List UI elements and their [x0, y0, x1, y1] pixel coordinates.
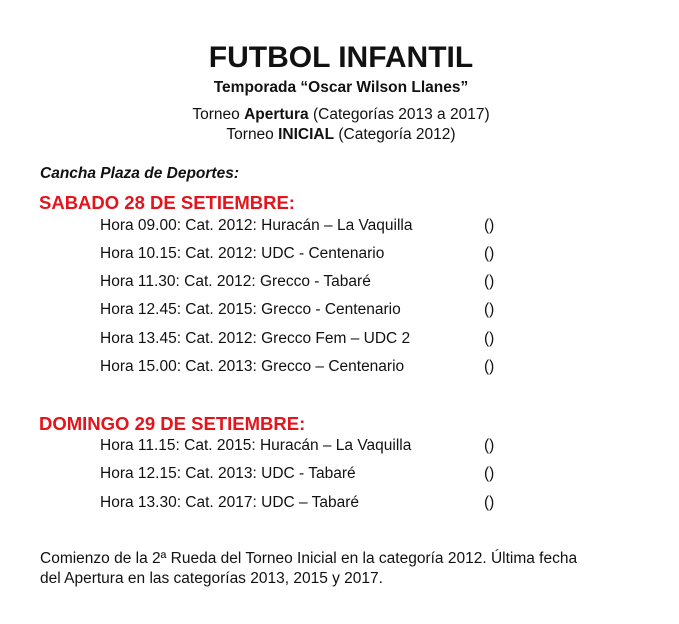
torneo-categories: (Categorías 2013 a 2017) — [308, 106, 490, 123]
match-row: Hora 09.00: Cat. 2012: Huracán – La Vaqu… — [100, 217, 413, 234]
match-score: () — [484, 245, 495, 262]
match-score: () — [484, 273, 495, 290]
day-heading-sunday: DOMINGO 29 DE SETIEMBRE: — [39, 413, 306, 434]
match-score: () — [484, 437, 495, 454]
match-row: Hora 11.30: Cat. 2012: Grecco - Tabaré — [100, 273, 371, 290]
torneo-categories: (Categoría 2012) — [334, 126, 456, 143]
footer-note-line-2: del Apertura en las categorías 2013, 201… — [40, 570, 383, 587]
match-row: Hora 10.15: Cat. 2012: UDC - Centenario — [100, 245, 385, 262]
match-row: Hora 11.15: Cat. 2015: Huracán – La Vaqu… — [100, 437, 412, 454]
match-row: Hora 15.00: Cat. 2013: Grecco – Centenar… — [100, 358, 405, 375]
match-row: Hora 13.30: Cat. 2017: UDC – Tabaré — [100, 494, 360, 511]
page-title: FUTBOL INFANTIL — [208, 41, 474, 74]
match-score: () — [484, 330, 495, 347]
torneo-prefix: Torneo — [192, 106, 245, 123]
match-row: Hora 13.45: Cat. 2012: Grecco Fem – UDC … — [100, 330, 411, 347]
torneo-name: Apertura — [244, 106, 309, 123]
torneo-prefix: Torneo — [226, 126, 279, 143]
match-score: () — [484, 465, 495, 482]
match-row: Hora 12.15: Cat. 2013: UDC - Tabaré — [100, 465, 356, 482]
torneo-name: INICIAL — [278, 126, 335, 143]
match-score: () — [484, 358, 495, 375]
match-row: Hora 12.45: Cat. 2015: Grecco - Centenar… — [100, 301, 401, 318]
torneo-inicial: Torneo INICIAL (Categoría 2012) — [0, 126, 679, 144]
venue-label: Cancha Plaza de Deportes: — [40, 165, 239, 182]
day-heading-saturday: SABADO 28 DE SETIEMBRE: — [39, 192, 295, 213]
torneo-apertura: Torneo Apertura (Categorías 2013 a 2017) — [0, 106, 679, 124]
match-score: () — [484, 494, 495, 511]
match-score: () — [484, 301, 495, 318]
season-subtitle: Temporada “Oscar Wilson Llanes” — [213, 79, 469, 96]
match-score: () — [484, 217, 495, 234]
footer-note-line-1: Comienzo de la 2ª Rueda del Torneo Inici… — [40, 550, 578, 567]
